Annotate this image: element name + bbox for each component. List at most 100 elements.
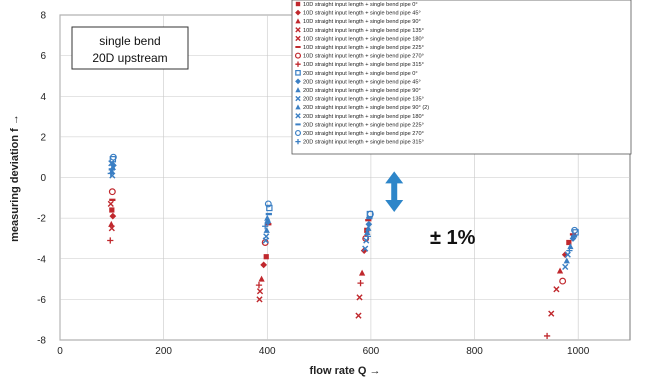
y-tick-label: 0: [40, 173, 46, 184]
data-point: [357, 280, 364, 287]
data-point: [255, 282, 263, 289]
data-point: [365, 220, 373, 228]
data-point: [366, 210, 374, 218]
arrow-head-down: [385, 200, 404, 213]
data-point: [109, 153, 117, 161]
data-point: [366, 216, 373, 220]
legend-marker: [295, 9, 301, 16]
data-point: [256, 288, 264, 295]
legend-marker: [295, 95, 301, 102]
legend-marker: [294, 129, 302, 137]
y-tick-label: 2: [40, 132, 46, 143]
data-point: [559, 277, 567, 285]
data-point: [365, 224, 372, 231]
data-point: [562, 263, 569, 270]
data-point: [362, 245, 369, 252]
legend-entry: 20D straight input length + single bend …: [303, 140, 424, 146]
data-point: [109, 207, 115, 213]
legend-marker: [295, 18, 301, 24]
x-tick-label: 200: [155, 346, 172, 357]
data-point: [262, 237, 269, 244]
legend-marker: [295, 46, 301, 48]
legend-entry: 10D straight input length + single bend …: [303, 19, 421, 25]
data-point: [263, 254, 269, 260]
y-tick-label: -4: [37, 254, 46, 265]
tolerance-indicator: ± 1%: [385, 171, 476, 249]
x-tick-label: 600: [363, 346, 380, 357]
legend-entry: 20D straight input length + single bend …: [303, 97, 424, 103]
y-axis-label: measuring deviation f →: [9, 114, 21, 242]
x-axis-label: flow rate Q →: [310, 365, 381, 377]
arrow-head-up: [385, 171, 404, 184]
data-point: [264, 214, 271, 221]
data-point: [571, 226, 579, 234]
data-point: [263, 226, 270, 233]
legend-marker: [295, 138, 301, 145]
y-tick-label: 8: [40, 11, 46, 22]
double-arrow-icon: [385, 171, 404, 213]
legend-entry: 20D straight input length + single bend …: [303, 88, 421, 94]
annotation-box: single bend 20D upstream: [71, 26, 189, 70]
data-point: [258, 275, 265, 282]
legend-entry: 10D straight input length + single bend …: [303, 45, 424, 51]
data-point: [358, 269, 366, 276]
data-point: [107, 200, 114, 208]
x-tick-label: 800: [466, 346, 483, 357]
data-point: [364, 233, 371, 240]
data-point: [355, 312, 362, 319]
legend: 10D straight input length + single bend …: [291, 0, 632, 155]
legend-marker: [295, 104, 301, 110]
data-point: [556, 267, 564, 274]
data-point: [260, 261, 268, 269]
legend-marker: [295, 123, 301, 126]
legend-entry: 20D straight input length + single bend …: [303, 114, 424, 120]
y-tick-label: 6: [40, 51, 46, 62]
x-tick-label: 1000: [567, 346, 590, 357]
data-point: [109, 198, 116, 202]
data-point: [265, 212, 272, 216]
legend-entry: 20D straight input length + single bend …: [303, 131, 424, 137]
data-point: [266, 204, 273, 212]
legend-entry: 20D straight input length + single bend …: [303, 122, 424, 128]
legend-marker: [295, 87, 301, 93]
legend-entry: 10D straight input length + single bend …: [303, 2, 418, 8]
x-tick-label: 400: [259, 346, 276, 357]
legend-marker: [294, 52, 302, 59]
legend-marker: [295, 69, 301, 76]
data-point: [563, 257, 570, 264]
annotation-line-2: 20D upstream: [92, 51, 167, 65]
legend-entry: 20D straight input length + single bend …: [303, 79, 421, 85]
y-tick-label: -6: [37, 295, 46, 306]
data-point: [570, 235, 578, 238]
data-point: [108, 168, 115, 171]
data-point: [566, 239, 572, 246]
data-point: [553, 286, 560, 293]
y-tick-label: 4: [40, 92, 46, 103]
legend-entry: 20D straight input length + single bend …: [303, 105, 429, 111]
data-point: [109, 212, 117, 220]
legend-entry: 10D straight input length + single bend …: [303, 28, 424, 34]
arrow-shaft: [391, 181, 398, 203]
legend-marker: [295, 1, 301, 7]
legend-entry: 10D straight input length + single bend …: [303, 11, 421, 17]
data-point: [364, 228, 371, 235]
legend-entry: 10D straight input length + single bend …: [303, 62, 424, 68]
data-point: [256, 296, 263, 303]
data-point: [356, 294, 363, 301]
data-point: [543, 332, 551, 340]
tolerance-label: ± 1%: [430, 227, 476, 249]
legend-marker: [295, 61, 301, 67]
annotation-line-1: single bend: [99, 34, 160, 48]
data-point: [548, 310, 555, 317]
legend-marker: [295, 27, 301, 33]
data-point: [107, 237, 114, 244]
y-tick-label: -2: [37, 214, 46, 225]
legend-marker: [295, 78, 301, 85]
data-point: [566, 247, 573, 254]
data-point: [264, 200, 272, 208]
axis-ticks: -8 -6 -4 -2 0 2 4 6 8 0 200 400 600 800 1000: [37, 11, 590, 358]
data-point: [262, 223, 269, 230]
legend-entry: 10D straight input length + single bend …: [303, 36, 424, 42]
legend-entry: 20D straight input length + single bend …: [303, 71, 418, 77]
